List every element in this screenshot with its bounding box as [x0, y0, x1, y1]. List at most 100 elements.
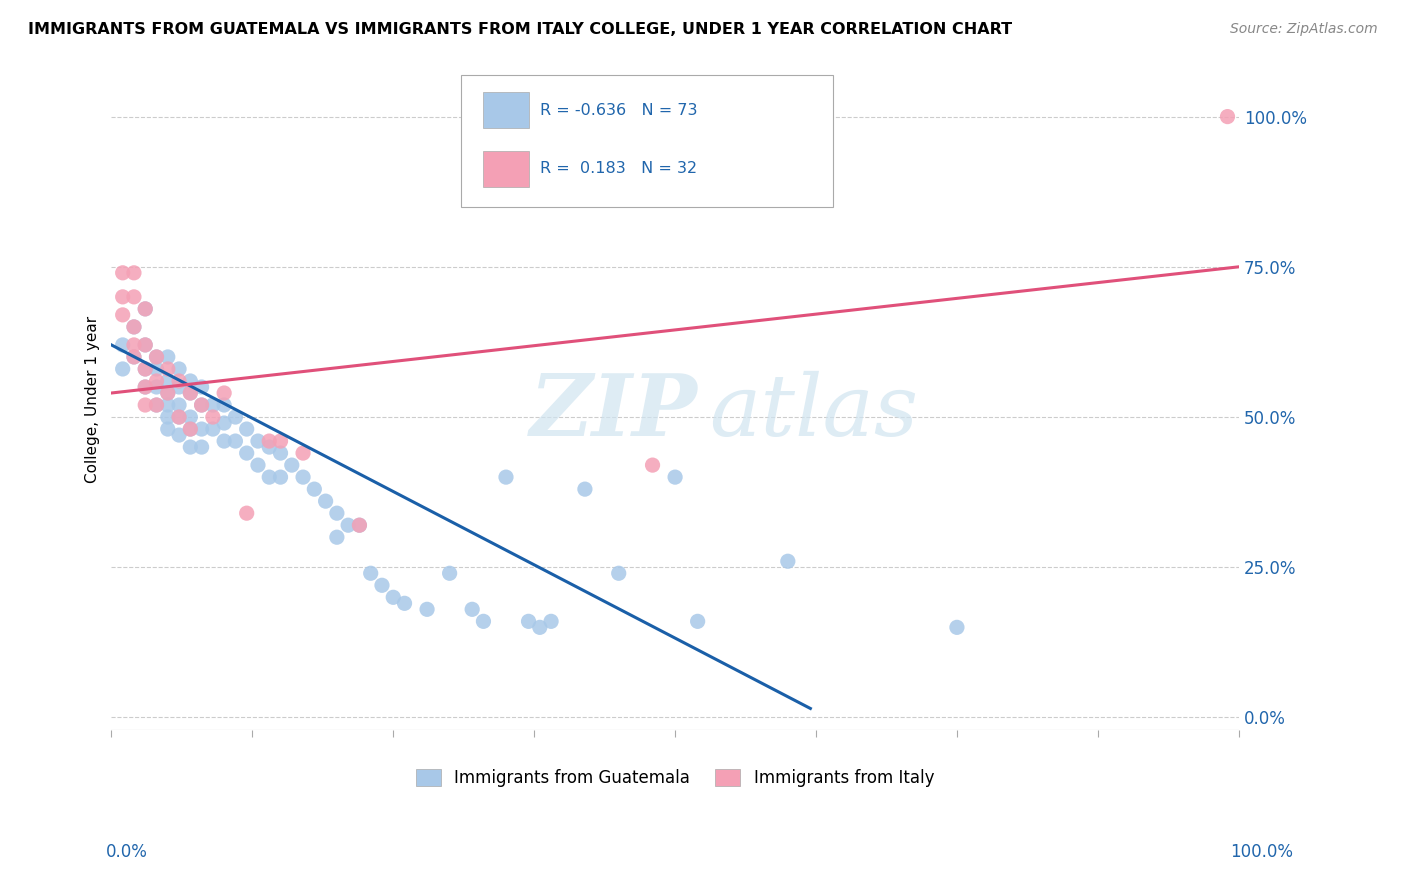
Point [257, 470, 280, 484]
Point [167, 380, 190, 394]
Point [201, 410, 224, 425]
Point [472, 615, 495, 629]
Point [776, 554, 799, 568]
Bar [484, 151, 529, 187]
Text: IMMIGRANTS FROM GUATEMALA VS IMMIGRANTS FROM ITALY COLLEGE, UNDER 1 YEAR CORRELA: IMMIGRANTS FROM GUATEMALA VS IMMIGRANTS … [28, 22, 1012, 37]
Point [382, 591, 405, 605]
Point [167, 428, 190, 442]
Text: R = -0.636   N = 73: R = -0.636 N = 73 [540, 103, 697, 118]
Point [145, 350, 167, 364]
Point [111, 290, 134, 304]
Point [212, 386, 235, 401]
Point [134, 362, 156, 376]
Point [235, 446, 257, 460]
Point [212, 434, 235, 448]
Point [246, 458, 269, 472]
Point [540, 615, 562, 629]
Point [270, 446, 292, 460]
Point [179, 386, 201, 401]
Text: 0.0%: 0.0% [105, 843, 148, 861]
Point [371, 578, 394, 592]
Point [326, 530, 349, 544]
FancyBboxPatch shape [461, 75, 832, 207]
Text: atlas: atlas [709, 371, 918, 453]
Point [134, 362, 156, 376]
Point [111, 266, 134, 280]
Point [946, 620, 969, 634]
Point [270, 434, 292, 448]
Point [246, 434, 269, 448]
Point [145, 398, 167, 412]
Point [292, 446, 315, 460]
Point [179, 422, 201, 436]
Point [134, 338, 156, 352]
Point [190, 422, 212, 436]
Point [122, 350, 145, 364]
Point [145, 350, 167, 364]
Point [111, 362, 134, 376]
Point [257, 434, 280, 448]
Point [517, 615, 540, 629]
Point [641, 458, 664, 472]
Text: 100.0%: 100.0% [1230, 843, 1294, 861]
Point [156, 410, 179, 425]
Point [156, 386, 179, 401]
Text: Source: ZipAtlas.com: Source: ZipAtlas.com [1230, 22, 1378, 37]
Point [574, 482, 596, 496]
Point [529, 620, 551, 634]
Point [167, 374, 190, 388]
Legend: Immigrants from Guatemala, Immigrants from Italy: Immigrants from Guatemala, Immigrants fr… [409, 763, 941, 794]
Point [179, 440, 201, 454]
Point [122, 350, 145, 364]
Point [111, 308, 134, 322]
Point [167, 410, 190, 425]
Point [122, 338, 145, 352]
Point [349, 518, 371, 533]
Point [145, 374, 167, 388]
Point [122, 290, 145, 304]
Point [304, 482, 326, 496]
Point [349, 518, 371, 533]
Point [156, 386, 179, 401]
Point [235, 506, 257, 520]
Point [190, 398, 212, 412]
Point [134, 398, 156, 412]
Point [134, 380, 156, 394]
Point [686, 615, 709, 629]
Point [156, 374, 179, 388]
Point [190, 398, 212, 412]
Point [134, 301, 156, 316]
Point [337, 518, 360, 533]
Point [201, 398, 224, 412]
Text: R =  0.183   N = 32: R = 0.183 N = 32 [540, 161, 697, 177]
Point [461, 602, 484, 616]
Point [145, 362, 167, 376]
Point [212, 398, 235, 412]
Point [190, 440, 212, 454]
Point [167, 410, 190, 425]
Point [224, 434, 246, 448]
Point [145, 380, 167, 394]
Point [360, 566, 382, 581]
Point [270, 470, 292, 484]
Point [156, 422, 179, 436]
Text: ZIP: ZIP [530, 370, 697, 454]
Point [394, 596, 416, 610]
Point [439, 566, 461, 581]
Point [156, 398, 179, 412]
Point [212, 416, 235, 430]
Point [179, 386, 201, 401]
Point [607, 566, 630, 581]
Point [179, 374, 201, 388]
Point [167, 362, 190, 376]
Point [122, 319, 145, 334]
Point [235, 422, 257, 436]
Point [167, 398, 190, 412]
Point [179, 410, 201, 425]
Point [190, 380, 212, 394]
Point [179, 422, 201, 436]
Point [664, 470, 686, 484]
Point [111, 338, 134, 352]
Point [495, 470, 517, 484]
Point [201, 422, 224, 436]
